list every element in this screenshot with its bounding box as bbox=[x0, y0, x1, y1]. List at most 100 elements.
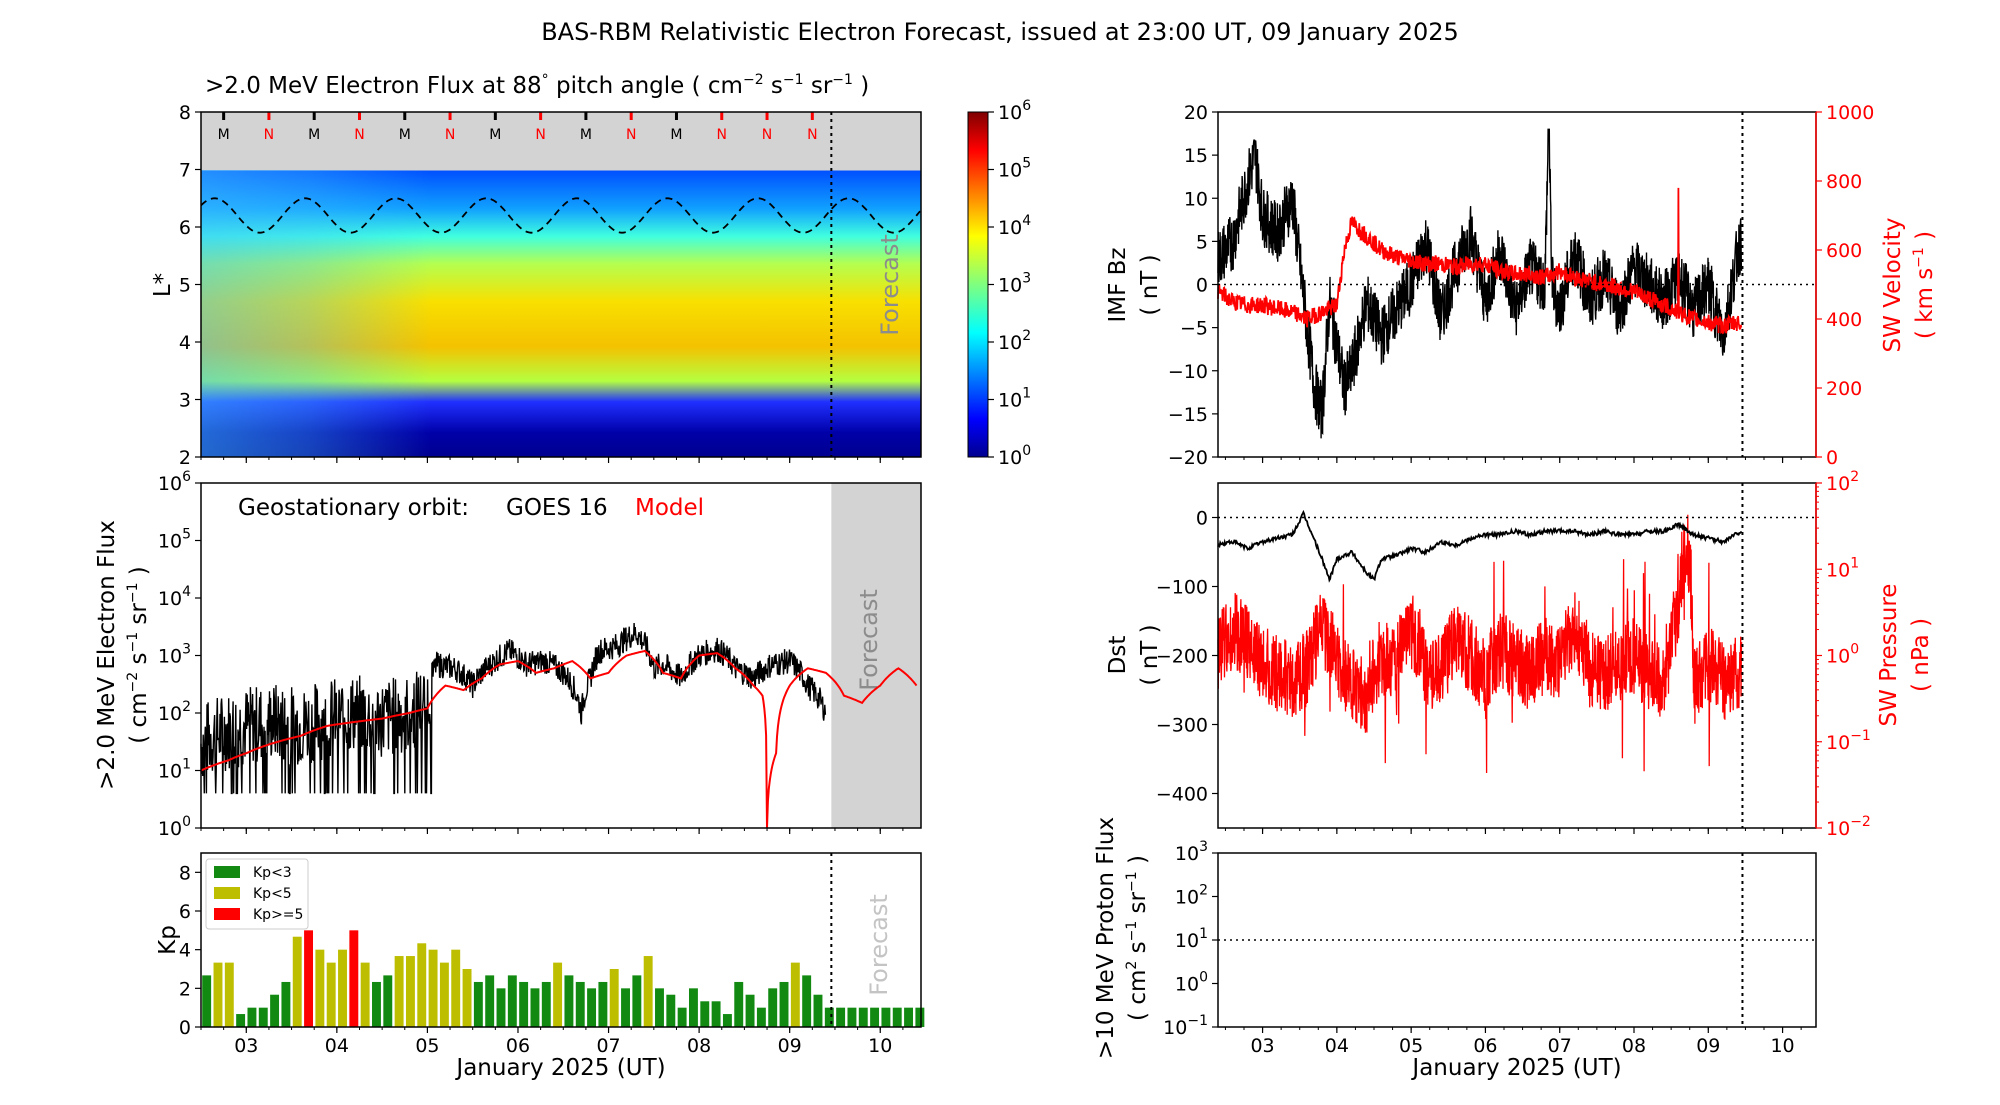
kp-bar bbox=[417, 943, 427, 1027]
mn-marker-label: N bbox=[535, 127, 545, 143]
geo-ytick-label-exponent: 1 bbox=[182, 757, 191, 773]
kp-bar bbox=[745, 994, 755, 1027]
kp-bar bbox=[700, 1001, 710, 1027]
proton-xtick-label: 04 bbox=[1325, 1035, 1349, 1057]
imf-ytick-label: 0 bbox=[1196, 275, 1208, 297]
kp-bar bbox=[451, 949, 461, 1027]
imf-panel: −20 −15 −10 −5 0 5 10 15 20 0 200 400 600 800 1000 IM… bbox=[1105, 102, 1938, 469]
kp-bar bbox=[575, 981, 585, 1027]
geo-ytick-label-exponent: 6 bbox=[182, 469, 191, 485]
kp-bar bbox=[462, 969, 472, 1027]
kp-xtick-label: 10 bbox=[868, 1035, 892, 1057]
sw-pressure-tick-label: 10−2 bbox=[1826, 814, 1871, 840]
kp-bar bbox=[711, 1001, 721, 1027]
flux-map-ytick-label: 2 bbox=[179, 447, 191, 469]
proton-ytick-label-exponent: 0 bbox=[1199, 970, 1208, 986]
colorbar bbox=[967, 111, 989, 458]
flux-map-ytick-label: 4 bbox=[179, 332, 191, 354]
kp-bar bbox=[360, 962, 370, 1027]
kp-bar bbox=[473, 981, 483, 1027]
kp-xtick-label: 05 bbox=[415, 1035, 439, 1057]
proton-ytick-label-base: 10 bbox=[1175, 887, 1199, 909]
dst-ytick-label: −100 bbox=[1156, 577, 1208, 599]
kp-y-axis: 0 2 4 6 8 bbox=[179, 862, 201, 1039]
colorbar-tick-label-base: 10 bbox=[998, 102, 1022, 124]
kp-bar bbox=[338, 949, 347, 1027]
mn-marker-label: M bbox=[308, 127, 320, 143]
sw-pressure-tick-label-exponent: −2 bbox=[1850, 814, 1871, 830]
flux-map-y-axis: 2 3 4 5 6 7 8 bbox=[179, 102, 201, 469]
kp-bar bbox=[383, 975, 393, 1027]
magnetopause-dashed-line bbox=[200, 197, 921, 234]
sw-pressure-tick-label-exponent: 0 bbox=[1850, 642, 1859, 658]
proton-ytick-label-exponent: 3 bbox=[1199, 839, 1208, 855]
kp-bar bbox=[349, 930, 359, 1027]
kp-bar bbox=[904, 1007, 914, 1027]
kp-bar bbox=[315, 949, 325, 1027]
sw-pressure-tick-label-base: 10 bbox=[1826, 732, 1850, 754]
geo-ytick-label: 104 bbox=[158, 584, 191, 610]
imf-ytick-label: 20 bbox=[1184, 102, 1208, 124]
kp-frame bbox=[200, 852, 922, 1028]
kp-bar bbox=[598, 981, 608, 1027]
kp-bar bbox=[507, 975, 517, 1027]
sw-pressure-tick-label: 102 bbox=[1826, 469, 1859, 495]
kp-ytick-label: 6 bbox=[179, 901, 191, 923]
kp-x-axis: 03 04 05 06 07 08 09 10 bbox=[200, 457, 904, 1057]
sw-velocity-tick-label: 200 bbox=[1826, 378, 1862, 400]
imf-ytick-label: −20 bbox=[1168, 447, 1208, 469]
kp-ylabel: Kp bbox=[155, 925, 181, 955]
kp-bar bbox=[247, 1007, 257, 1027]
kp-bar bbox=[609, 969, 619, 1027]
sw-velocity-tick-label: 600 bbox=[1826, 240, 1862, 262]
kp-bar bbox=[666, 994, 676, 1027]
kp-legend-swatch-low bbox=[214, 866, 240, 878]
geo-ytick-label: 102 bbox=[158, 699, 191, 725]
kp-legend-mid: Kp<5 bbox=[253, 886, 292, 902]
kp-xtick-label: 06 bbox=[506, 1035, 530, 1057]
mn-marker-label: N bbox=[717, 127, 727, 143]
mn-marker-label: N bbox=[445, 127, 455, 143]
proton-ytick-label-exponent: −1 bbox=[1187, 1013, 1208, 1029]
geo-ytick-label-exponent: 4 bbox=[182, 584, 191, 600]
proton-ytick-label: 102 bbox=[1175, 883, 1208, 909]
model-series-line bbox=[200, 649, 918, 829]
kp-bar bbox=[756, 1007, 766, 1027]
mn-marker-label: N bbox=[626, 127, 636, 143]
kp-legend: Kp<3 Kp<5 Kp>=5 bbox=[205, 858, 309, 930]
kp-bar bbox=[428, 949, 438, 1027]
sw-pressure-tick-label-exponent: −1 bbox=[1850, 728, 1871, 744]
kp-bar bbox=[541, 981, 551, 1027]
kp-bar bbox=[553, 962, 563, 1027]
proton-ylabel-line1: >10 MeV Proton Flux bbox=[1093, 817, 1119, 1059]
kp-bar bbox=[485, 975, 495, 1027]
imf-lines bbox=[1217, 128, 1743, 439]
kp-bar bbox=[394, 956, 404, 1027]
kp-legend-swatch-high bbox=[214, 908, 240, 920]
sw-velocity-axis: 0 200 400 600 800 1000 bbox=[1815, 102, 1874, 469]
geo-ytick-label-base: 10 bbox=[158, 588, 182, 610]
sw-pressure-series-line bbox=[1217, 514, 1743, 774]
kp-forecast-label: Forecast bbox=[865, 894, 893, 996]
flux-map-ylabel: L* bbox=[150, 273, 176, 297]
kp-xlabel: January 2025 (UT) bbox=[454, 1055, 665, 1081]
kp-bar bbox=[836, 1007, 846, 1027]
flux-map-panel: >2.0 MeV Electron Flux at 88° pitch angl… bbox=[150, 72, 1031, 469]
sw-pressure-tick-label-base: 10 bbox=[1826, 473, 1850, 495]
kp-xtick-label: 07 bbox=[596, 1035, 620, 1057]
sw-pressure-tick-label: 10−1 bbox=[1826, 728, 1871, 754]
mn-marker-label: N bbox=[762, 127, 772, 143]
goes-legend-label: GOES 16 bbox=[506, 495, 608, 521]
kp-bar bbox=[587, 988, 597, 1027]
proton-xtick-label: 10 bbox=[1770, 1035, 1794, 1057]
mn-marker-label: M bbox=[218, 127, 230, 143]
kp-bar bbox=[372, 981, 381, 1027]
kp-bar bbox=[621, 988, 630, 1027]
sw-pressure-tick-label-base: 10 bbox=[1826, 646, 1850, 668]
kp-bar bbox=[304, 930, 314, 1027]
kp-bar bbox=[881, 1007, 891, 1027]
